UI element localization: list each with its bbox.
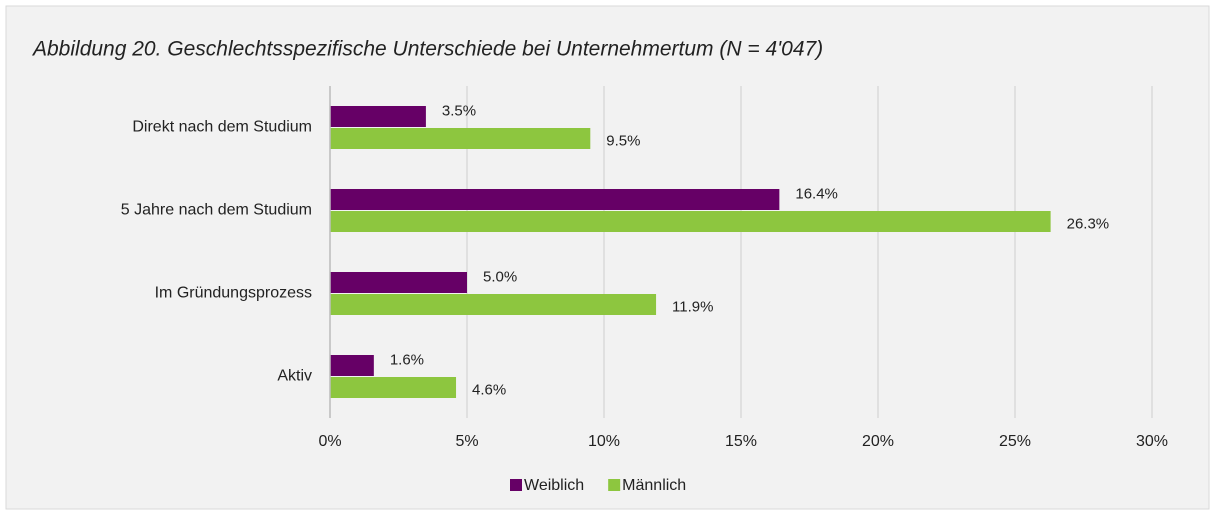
background: [5, 5, 1210, 510]
x-tick-label: 5%: [455, 433, 478, 450]
chart-title: Abbildung 20. Geschlechtsspezifische Unt…: [31, 38, 823, 61]
bar: [330, 189, 780, 210]
bar: [330, 377, 457, 398]
value-label: 26.3%: [1067, 215, 1110, 232]
bar: [330, 355, 374, 376]
legend-swatch: [510, 479, 522, 491]
legend-swatch: [608, 479, 621, 491]
legend-label: Männlich: [622, 477, 686, 494]
y-tick-label: 5 Jahre nach dem Studium: [121, 202, 312, 219]
bar: [330, 106, 426, 127]
value-label: 11.9%: [672, 298, 713, 315]
x-tick-label: 20%: [862, 433, 894, 450]
bar: [330, 128, 591, 149]
bar: [330, 294, 657, 315]
bar: [330, 272, 467, 293]
value-label: 9.5%: [606, 132, 640, 149]
value-label: 3.5%: [442, 102, 476, 119]
bar: [330, 211, 1051, 232]
x-tick-label: 15%: [725, 433, 757, 450]
value-label: 4.6%: [472, 381, 506, 398]
x-tick-label: 25%: [999, 433, 1031, 450]
value-label: 5.0%: [483, 268, 517, 285]
x-tick-label: 30%: [1136, 433, 1168, 450]
value-label: 1.6%: [390, 351, 424, 368]
y-tick-label: Aktiv: [277, 368, 312, 385]
y-tick-label: Direkt nach dem Studium: [132, 119, 312, 136]
x-tick-label: 10%: [588, 433, 620, 450]
y-tick-label: Im Gründungsprozess: [155, 285, 312, 302]
x-tick-label: 0%: [318, 433, 341, 450]
value-label: 16.4%: [795, 185, 838, 202]
legend-label: Weiblich: [524, 477, 584, 494]
